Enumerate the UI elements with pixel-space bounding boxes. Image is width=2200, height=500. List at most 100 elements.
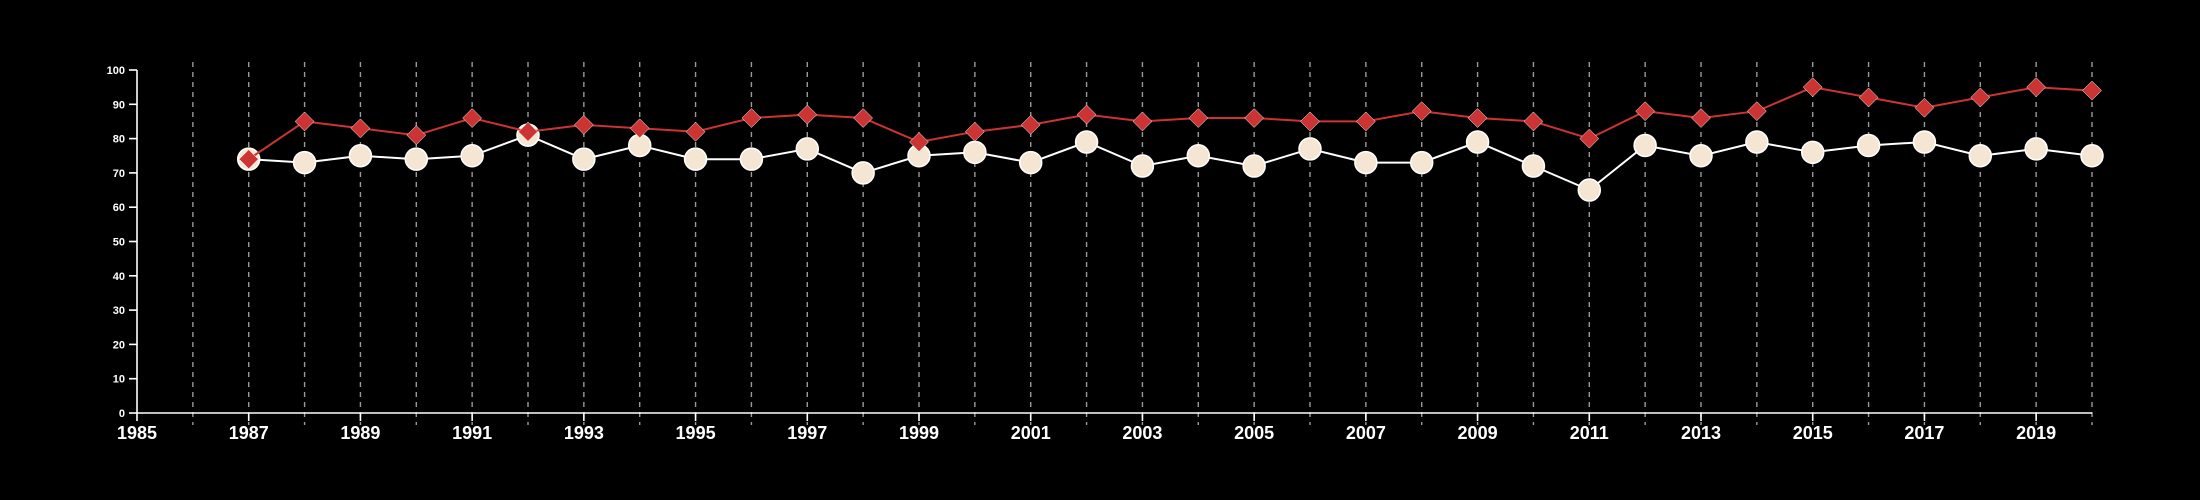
data-point-circle xyxy=(1186,144,1211,168)
data-point-diamond xyxy=(2026,77,2046,98)
data-point-diamond xyxy=(462,108,482,128)
data-point-diamond xyxy=(1356,111,1376,132)
data-point-diamond xyxy=(1579,128,1600,149)
data-point-diamond xyxy=(238,149,259,170)
series-layer xyxy=(236,77,2104,202)
x-tick-label: 1987 xyxy=(229,423,269,443)
data-point-circle xyxy=(1521,154,1546,178)
series-line-circle xyxy=(248,134,2093,192)
x-tick-label: 1999 xyxy=(899,423,939,443)
data-point-circle xyxy=(1745,130,1769,154)
data-point-circle xyxy=(795,137,820,161)
x-tick-label: 1997 xyxy=(787,423,827,443)
axes: 0 10 20 30 40 50 60 70 80 90 100 1985 1987 1989 1991 19… xyxy=(107,65,2092,443)
data-point-circle xyxy=(1968,144,1993,168)
x-tick-label: 1989 xyxy=(340,423,380,443)
data-point-circle xyxy=(1912,130,1937,154)
x-tick-label: 2017 xyxy=(1904,423,1944,443)
data-point-diamond xyxy=(1188,108,1209,128)
data-point-circle xyxy=(1577,178,1602,202)
data-point-diamond xyxy=(1914,97,1935,118)
y-tick-label: 40 xyxy=(113,271,125,283)
data-point-circle xyxy=(1409,150,1434,175)
data-point-diamond xyxy=(965,121,985,142)
y-tick-label: 50 xyxy=(113,237,125,249)
x-tick-label: 2005 xyxy=(1234,423,1274,443)
data-point-diamond xyxy=(1858,87,1879,108)
data-point-diamond xyxy=(1244,108,1264,128)
data-point-circle xyxy=(1354,150,1378,175)
data-point-circle xyxy=(851,161,875,185)
data-point-circle xyxy=(963,140,987,165)
x-tick-label: 2001 xyxy=(1011,423,1051,443)
data-point-circle xyxy=(2024,137,2048,161)
data-point-circle xyxy=(348,144,373,168)
series-circle xyxy=(236,123,2104,202)
y-tick-label: 10 xyxy=(113,374,125,386)
x-tick-label: 2019 xyxy=(2016,423,2056,443)
data-point-circle xyxy=(1633,133,1657,158)
x-tick-label: 2015 xyxy=(1793,423,1833,443)
x-tick-label: 2011 xyxy=(1570,423,1609,443)
data-point-diamond xyxy=(350,118,371,139)
data-point-diamond xyxy=(574,115,594,135)
data-point-diamond xyxy=(1747,101,1767,122)
y-tick-label: 80 xyxy=(113,134,125,146)
data-point-circle xyxy=(739,147,764,171)
x-tick-label: 1993 xyxy=(564,423,604,443)
data-point-diamond xyxy=(294,111,315,132)
data-point-circle xyxy=(2080,144,2104,168)
data-point-circle xyxy=(460,144,484,168)
data-point-circle xyxy=(1242,154,1266,178)
x-tick-label: 2007 xyxy=(1346,423,1386,443)
data-point-diamond xyxy=(685,121,706,142)
data-point-circle xyxy=(1130,154,1155,178)
data-point-diamond xyxy=(741,108,762,128)
data-point-diamond xyxy=(1691,108,1711,128)
data-point-diamond xyxy=(406,125,427,146)
data-point-diamond xyxy=(1020,115,1041,135)
data-point-diamond xyxy=(1970,87,1991,108)
data-point-diamond xyxy=(1411,101,1432,122)
data-point-diamond xyxy=(629,118,650,139)
data-point-diamond xyxy=(1467,108,1488,128)
y-tick-label: 20 xyxy=(113,339,125,351)
series-diamond xyxy=(238,77,2102,170)
data-point-diamond xyxy=(2082,80,2102,101)
data-point-circle xyxy=(1074,130,1099,154)
x-tick-label: 1991 xyxy=(452,423,492,443)
y-tick-label: 90 xyxy=(113,99,125,111)
x-tick-label: 2013 xyxy=(1681,423,1721,443)
y-tick-label: 70 xyxy=(113,168,125,180)
x-tick-label: 1985 xyxy=(117,423,157,443)
y-tick-label: 100 xyxy=(107,65,125,77)
data-point-circle xyxy=(1465,130,1490,154)
y-tick-label: 30 xyxy=(113,305,125,317)
x-tick-label: 2003 xyxy=(1122,423,1162,443)
data-point-diamond xyxy=(1076,104,1097,125)
data-point-diamond xyxy=(1635,101,1655,122)
data-point-circle xyxy=(572,147,596,171)
data-point-diamond xyxy=(1132,111,1153,132)
data-point-diamond xyxy=(797,104,818,125)
data-point-diamond xyxy=(909,132,929,152)
data-point-circle xyxy=(1018,150,1043,175)
data-point-circle xyxy=(404,147,429,171)
series-line-diamond xyxy=(248,86,2093,161)
data-point-diamond xyxy=(1802,77,1823,98)
data-point-diamond xyxy=(1523,111,1544,132)
data-point-circle xyxy=(1689,144,1713,168)
data-point-diamond xyxy=(1300,111,1320,132)
data-point-diamond xyxy=(518,121,538,142)
y-tick-label: 60 xyxy=(113,202,125,214)
data-point-circle xyxy=(1298,137,1322,161)
data-point-circle xyxy=(1800,140,1825,165)
y-tick-label: 0 xyxy=(119,408,125,420)
data-point-circle xyxy=(1856,133,1881,158)
data-point-circle xyxy=(292,150,317,175)
x-tick-label: 1995 xyxy=(676,423,716,443)
x-tick-label: 2009 xyxy=(1458,423,1498,443)
data-point-circle xyxy=(683,147,708,171)
